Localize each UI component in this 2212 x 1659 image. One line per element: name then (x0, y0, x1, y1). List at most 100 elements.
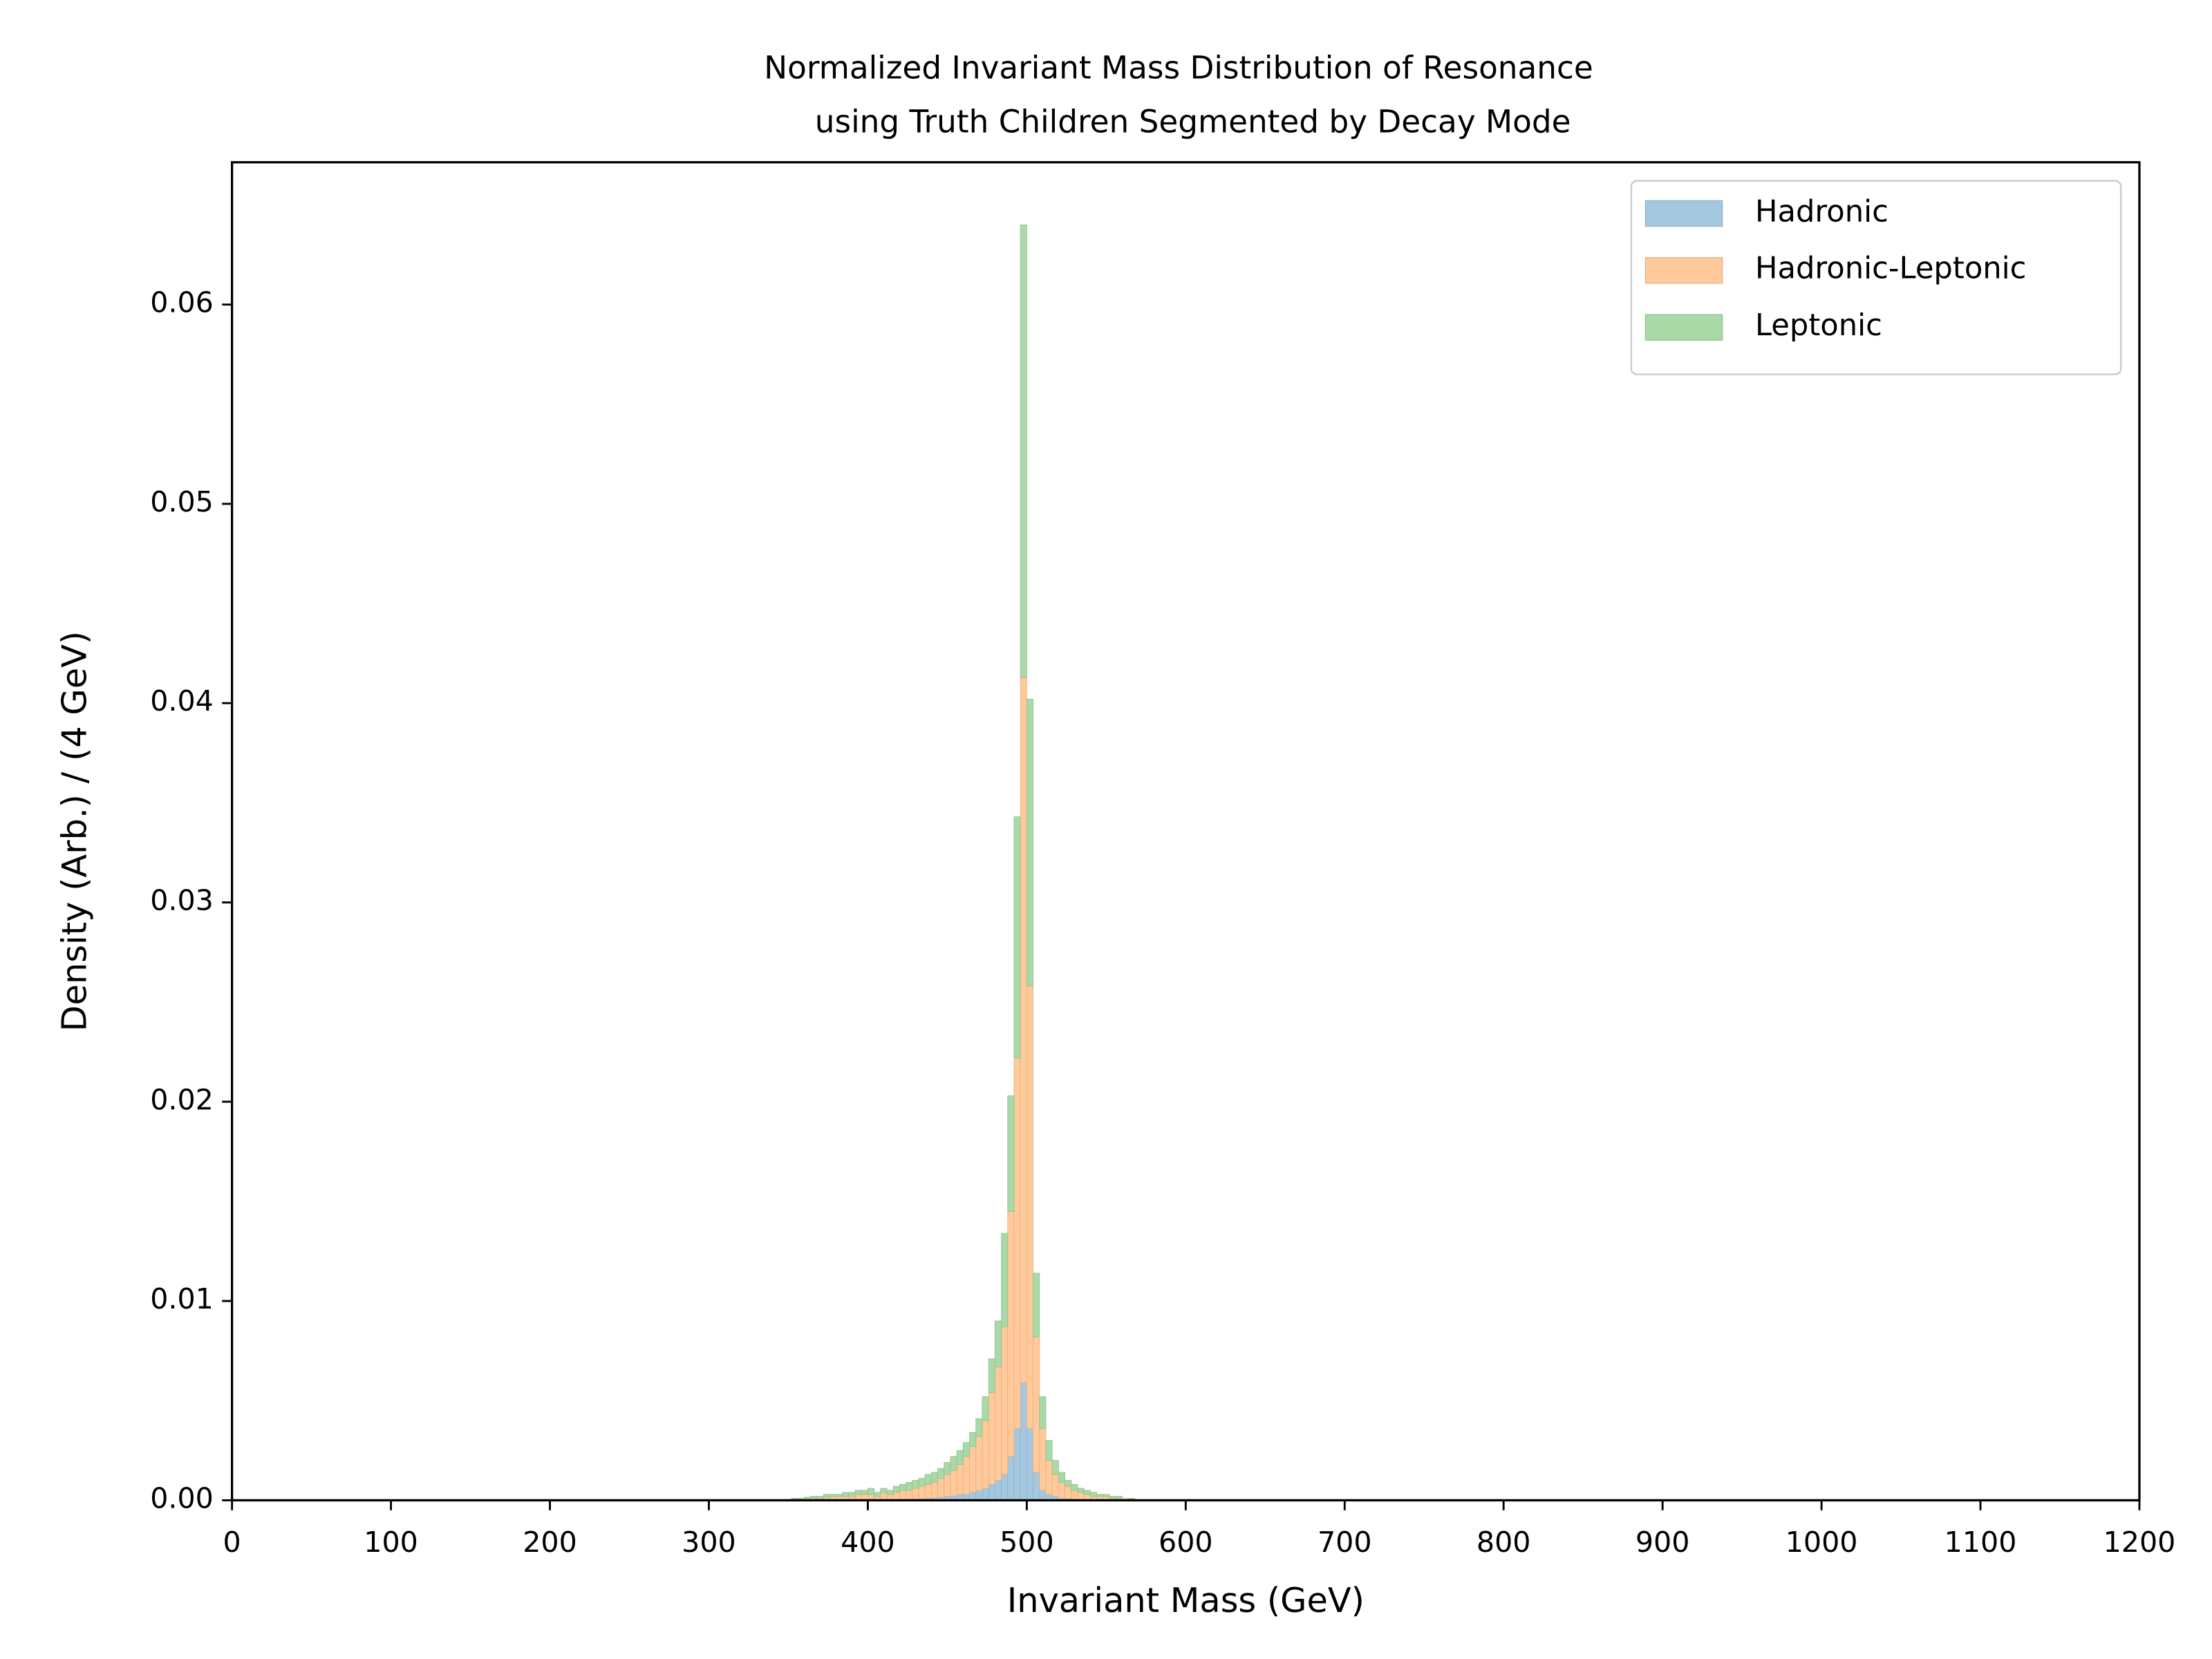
histogram-bar (962, 1456, 971, 1495)
legend: Hadronic Hadronic-Leptonic Leptonic (1630, 180, 2122, 375)
y-tick-label: 0.00 (150, 1481, 214, 1515)
histogram-bar (937, 1478, 945, 1498)
histogram-bar (1001, 1232, 1009, 1327)
histogram-bar (975, 1436, 983, 1491)
histogram-bar (1058, 1472, 1065, 1483)
histogram-bar (930, 1482, 939, 1499)
x-tick-label: 400 (841, 1526, 895, 1559)
histogram-bar (1026, 699, 1033, 986)
y-tick-label: 0.04 (150, 684, 214, 718)
histogram-bar (1083, 1494, 1091, 1500)
legend-swatch (1644, 257, 1723, 284)
histogram-bar (937, 1468, 945, 1479)
legend-box (1630, 180, 2122, 375)
histogram-bar (918, 1478, 926, 1487)
x-tick-label: 0 (223, 1526, 241, 1559)
histogram-bar (1007, 1456, 1015, 1501)
histogram-bar (816, 1496, 824, 1499)
histogram-bar (848, 1492, 856, 1497)
histogram-bar (1007, 1095, 1015, 1212)
histogram-bar (1089, 1492, 1097, 1497)
histogram-bar (1039, 1396, 1047, 1430)
histogram-bar (899, 1483, 907, 1491)
histogram-bar (1083, 1490, 1091, 1495)
histogram-bar (1001, 1474, 1009, 1501)
histogram-bar (1045, 1460, 1053, 1495)
histogram-bar (880, 1492, 888, 1500)
histogram-bar (912, 1480, 919, 1489)
x-tick-label: 1200 (2103, 1526, 2176, 1559)
histogram-bar (868, 1488, 875, 1495)
histogram-bar (868, 1494, 875, 1501)
histogram-bar (1013, 1428, 1021, 1501)
histogram-bar (1026, 1428, 1033, 1501)
histogram-bar (892, 1485, 900, 1493)
histogram-bar (969, 1492, 977, 1501)
histogram-bar (1077, 1488, 1085, 1493)
histogram-bar (836, 1494, 843, 1497)
histogram-bar (988, 1358, 995, 1394)
chart-title: using Truth Children Segmented by Decay … (815, 104, 1571, 140)
y-tick-label: 0.02 (150, 1083, 214, 1116)
histogram-bar (969, 1432, 977, 1447)
y-axis-label: Density (Arb.) / (4 GeV) (55, 631, 95, 1031)
x-tick-label: 600 (1159, 1526, 1213, 1559)
histogram-bar (1071, 1490, 1078, 1500)
histogram-bar (1051, 1460, 1059, 1475)
legend-label: Hadronic (1755, 194, 1888, 229)
legend-swatch (1644, 200, 1723, 227)
histogram-bar (1033, 1336, 1040, 1473)
histogram-bar (823, 1494, 830, 1498)
histogram-bar (854, 1490, 862, 1495)
histogram-bar (982, 1488, 989, 1501)
histogram-bar (880, 1488, 888, 1493)
histogram-bar (982, 1396, 989, 1421)
histogram-bar (1065, 1480, 1072, 1487)
histogram-bar (1020, 224, 1027, 678)
histogram-bar (956, 1450, 964, 1465)
histogram-bar (1039, 1490, 1047, 1501)
histogram-bar (950, 1470, 957, 1497)
histogram-bar (944, 1462, 951, 1475)
histogram-bar (956, 1464, 964, 1495)
histogram-bar (969, 1446, 977, 1493)
histogram-bar (1103, 1494, 1110, 1497)
histogram-bar (1058, 1482, 1065, 1499)
histogram-bar (1020, 1382, 1027, 1501)
x-tick-label: 700 (1318, 1526, 1372, 1559)
histogram-bar (918, 1485, 926, 1499)
histogram-bar (1096, 1494, 1104, 1497)
histogram-bar (1026, 986, 1033, 1430)
y-tick-label: 0.06 (150, 286, 214, 319)
histogram-bar (906, 1490, 913, 1500)
x-tick-label: 900 (1635, 1526, 1690, 1559)
histogram-bar (804, 1497, 812, 1499)
histogram-bar (861, 1490, 868, 1495)
histogram-bar (1020, 677, 1027, 1383)
x-tick-label: 1100 (1944, 1526, 2017, 1559)
y-tick-label: 0.01 (150, 1282, 214, 1315)
histogram-bar (1033, 1472, 1040, 1501)
histogram-bar (1071, 1483, 1078, 1491)
histogram-bar (886, 1490, 894, 1495)
histogram-bar (930, 1472, 939, 1483)
histogram-bar (899, 1490, 907, 1500)
histogram-bar (975, 1418, 983, 1437)
x-axis-label: Invariant Mass (GeV) (1007, 1580, 1365, 1620)
histogram-bar (944, 1474, 951, 1497)
histogram-bar (988, 1392, 995, 1485)
histogram-bar (1013, 1057, 1021, 1430)
histogram-bar (1109, 1496, 1116, 1499)
histogram-bar (912, 1488, 919, 1499)
histogram-bar (982, 1420, 989, 1489)
x-tick-label: 300 (682, 1526, 736, 1559)
histogram-bar (994, 1366, 1002, 1481)
histogram-bar (1065, 1485, 1072, 1499)
histogram-bar (975, 1490, 983, 1501)
histogram-bar (1115, 1496, 1123, 1499)
histogram-bar (892, 1492, 900, 1500)
y-tick-label: 0.05 (150, 485, 214, 518)
x-tick-label: 500 (1000, 1526, 1054, 1559)
